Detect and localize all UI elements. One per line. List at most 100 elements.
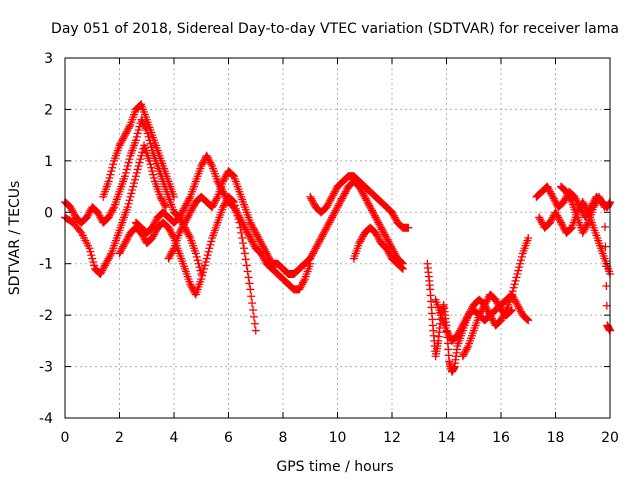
data-point xyxy=(83,211,92,220)
data-point xyxy=(198,160,207,169)
data-point xyxy=(549,194,558,203)
data-point xyxy=(385,249,394,258)
data-point xyxy=(457,324,466,333)
data-point xyxy=(247,235,256,244)
data-point xyxy=(545,186,554,194)
data-point xyxy=(378,227,387,236)
data-point xyxy=(148,223,157,232)
series-arc3 xyxy=(99,100,178,201)
x-tick-label: 12 xyxy=(383,430,401,446)
data-point xyxy=(175,228,184,237)
data-point xyxy=(194,259,203,268)
data-point xyxy=(324,220,333,229)
data-point xyxy=(189,203,198,212)
data-point xyxy=(367,204,376,213)
data-point xyxy=(307,252,316,261)
data-point xyxy=(384,237,393,246)
data-point xyxy=(101,259,110,268)
data-point xyxy=(255,235,264,244)
data-point xyxy=(341,187,350,196)
data-point xyxy=(199,158,208,167)
data-point xyxy=(495,302,504,311)
data-point xyxy=(368,206,377,215)
data-point xyxy=(365,201,374,210)
data-point xyxy=(256,237,265,246)
data-point xyxy=(159,198,168,206)
data-point xyxy=(109,160,118,169)
data-point xyxy=(602,301,611,310)
data-point xyxy=(184,211,193,220)
data-point xyxy=(331,186,340,194)
data-point xyxy=(315,237,324,246)
data-point xyxy=(546,216,555,225)
data-point xyxy=(120,132,129,141)
data-point xyxy=(245,279,254,288)
data-point xyxy=(144,132,153,141)
data-point xyxy=(381,232,390,241)
data-point xyxy=(566,224,575,233)
data-point xyxy=(565,192,574,201)
data-point xyxy=(358,187,367,196)
data-point xyxy=(596,194,605,203)
data-point xyxy=(562,187,571,196)
data-point xyxy=(209,199,218,208)
data-point xyxy=(136,155,145,164)
data-point xyxy=(359,191,368,200)
data-point xyxy=(506,306,515,315)
data-point xyxy=(338,192,347,201)
data-point xyxy=(249,312,258,321)
x-tick-label: 4 xyxy=(170,430,179,446)
data-point xyxy=(516,256,525,265)
data-point xyxy=(177,210,186,218)
data-point xyxy=(480,300,489,309)
data-point xyxy=(258,240,267,249)
data-point xyxy=(127,189,136,198)
data-point xyxy=(204,155,213,164)
data-point xyxy=(187,282,196,290)
data-point xyxy=(179,222,188,230)
data-point xyxy=(157,194,166,203)
data-point xyxy=(100,261,109,270)
data-point xyxy=(177,225,186,234)
data-point xyxy=(511,276,520,285)
data-point xyxy=(383,235,392,244)
data-point xyxy=(85,244,94,253)
data-point xyxy=(149,222,158,230)
data-point xyxy=(246,218,255,227)
data-point xyxy=(487,314,496,323)
data-point xyxy=(373,232,382,241)
data-point xyxy=(298,278,307,287)
data-point xyxy=(464,311,473,320)
data-point xyxy=(180,218,189,227)
data-point xyxy=(120,172,129,181)
data-point xyxy=(232,208,241,217)
data-point xyxy=(507,306,516,314)
data-point xyxy=(238,234,247,242)
data-point xyxy=(583,220,592,229)
data-point xyxy=(375,220,384,229)
y-tick-label: -2 xyxy=(39,308,53,324)
data-point xyxy=(382,234,391,242)
data-point xyxy=(484,307,493,316)
x-tick-label: 2 xyxy=(115,430,124,446)
data-point xyxy=(316,235,325,244)
data-point xyxy=(599,201,608,210)
data-point xyxy=(602,282,611,290)
data-point xyxy=(243,228,252,237)
data-point xyxy=(176,211,185,220)
data-point xyxy=(241,255,250,264)
data-point xyxy=(95,211,104,220)
data-point xyxy=(183,213,192,222)
data-point xyxy=(330,187,339,196)
data-point xyxy=(457,323,466,332)
data-point xyxy=(239,220,248,229)
data-point xyxy=(220,191,229,200)
data-point xyxy=(170,192,178,201)
data-point xyxy=(133,165,142,174)
data-point xyxy=(118,136,127,145)
data-point xyxy=(88,254,97,263)
data-point xyxy=(512,273,521,282)
data-point xyxy=(467,306,476,314)
data-point xyxy=(140,122,149,131)
data-point xyxy=(553,211,562,220)
